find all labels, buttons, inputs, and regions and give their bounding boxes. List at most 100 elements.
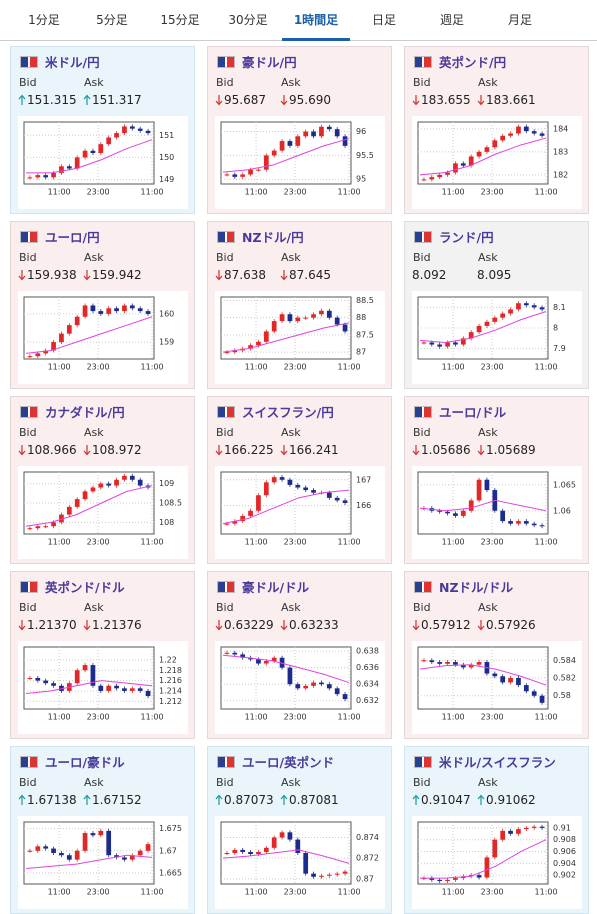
tab[interactable]: 1時間足: [282, 0, 350, 41]
ask-price: 1.67152: [92, 793, 142, 807]
currency-card[interactable]: 英ポンド/ドル Bid Ask 1.21370 1.21376 1.212 1.214 1.2…: [10, 571, 195, 739]
currency-card[interactable]: NZドル/円 Bid Ask 87.638 87.645 87 87.5 88 88.5 11:0…: [207, 221, 392, 389]
bid-price: 0.63229: [224, 618, 274, 632]
candle: [500, 676, 506, 683]
pair-name: 英ポンド/円: [439, 55, 507, 70]
x-tick-label: 23:00: [284, 538, 307, 547]
candle: [129, 126, 135, 129]
candle: [287, 314, 293, 322]
candle: [256, 659, 261, 664]
currency-card[interactable]: スイスフラン/円 Bid Ask 166.225 166.241 166 167 11:00 2…: [207, 396, 392, 564]
x-tick-label: 11:00: [245, 188, 268, 197]
tab-bar: 1分足 5分足 15分足 30分足 1時間足 日足 週足 月足: [0, 0, 597, 41]
candle: [82, 491, 88, 500]
candle: [326, 126, 332, 130]
bid-value: 87.638: [215, 268, 266, 282]
candle: [319, 682, 324, 685]
candle: [66, 166, 72, 169]
candle: [271, 150, 277, 156]
y-tick-label: 0.872: [356, 854, 379, 863]
candle: [90, 833, 96, 836]
candle: [224, 652, 230, 654]
candle: [500, 510, 506, 522]
candle: [59, 333, 64, 343]
ask-value: 87.645: [280, 268, 331, 282]
candle: [129, 305, 135, 309]
candle: [531, 131, 537, 134]
moving-average: [419, 137, 547, 176]
mini-chart: 182 183 184 11:00 23:00 11:00: [417, 121, 568, 197]
arrow-icon: [412, 794, 420, 805]
candle: [59, 166, 64, 173]
arrow-icon: [215, 445, 223, 456]
candle: [224, 174, 230, 176]
arrow-icon: [215, 270, 223, 281]
candle: [326, 684, 332, 689]
currency-card[interactable]: 米ドル/スイスフラン Bid Ask 0.91047 0.91062 0.902 0.904…: [404, 746, 589, 914]
currency-card[interactable]: NZドル/ドル Bid Ask 0.57912 0.57926 0.58 0.582 0.58…: [404, 571, 589, 739]
ask-label: Ask: [281, 76, 301, 89]
bid-value: 0.87073: [215, 793, 274, 807]
candle: [129, 688, 135, 691]
candle: [476, 662, 482, 665]
x-tick-label: 11:00: [442, 888, 465, 897]
ask-label: Ask: [281, 251, 301, 264]
x-tick-label: 11:00: [535, 713, 558, 722]
tab[interactable]: 日足: [371, 13, 396, 27]
arrow-icon: [280, 445, 288, 456]
tab[interactable]: 15分足: [160, 13, 200, 27]
currency-card[interactable]: ユーロ/豪ドル Bid Ask 1.67138 1.67152 1.665 1.67 1.67…: [10, 746, 195, 914]
candle: [51, 342, 56, 351]
candle: [484, 857, 490, 878]
arrow-shape: [83, 94, 91, 105]
ask-value: 95.690: [280, 93, 331, 107]
candle: [539, 307, 545, 310]
currency-card[interactable]: 豪ドル/円 Bid Ask 95.687 95.690 95 95.5 96 11:00 23:0…: [207, 46, 392, 214]
tab[interactable]: 5分足: [96, 13, 128, 27]
ask-label: Ask: [281, 601, 301, 614]
flag-icon: [414, 231, 432, 243]
candle: [445, 511, 450, 514]
ask-price: 151.317: [92, 93, 142, 107]
candle: [256, 495, 261, 511]
arrow-shape: [412, 794, 420, 805]
candle: [445, 342, 450, 347]
currency-card[interactable]: ユーロ/ドル Bid Ask 1.05686 1.05689 1.06 1.065 11:00…: [404, 396, 589, 564]
candle: [508, 830, 513, 834]
candle: [334, 873, 340, 875]
plot-frame: [220, 296, 352, 360]
currency-card[interactable]: ランド/円 Bid Ask 8.092 8.095 7.9 8 8.1 11:00 23:00 11…: [404, 221, 589, 389]
currency-card[interactable]: ユーロ/円 Bid Ask 159.938 159.942 159 160 11:00 23:0…: [10, 221, 195, 389]
candle: [508, 678, 513, 683]
candle: [484, 321, 490, 326]
bid-value: 0.57912: [412, 618, 471, 632]
candle: [137, 128, 143, 131]
ask-value: 108.972: [83, 443, 142, 457]
ask-label: Ask: [84, 776, 104, 789]
currency-card[interactable]: 豪ドル/ドル Bid Ask 0.63229 0.63233 0.632 0.634 0.63…: [207, 571, 392, 739]
tab[interactable]: 月足: [507, 13, 532, 27]
y-tick-label: 0.902: [553, 871, 576, 880]
arrow-icon: [280, 95, 288, 106]
tab[interactable]: 1分足: [28, 13, 60, 27]
y-tick-label: 88.5: [356, 296, 374, 305]
bid-value: 151.315: [18, 93, 77, 107]
currency-card[interactable]: 米ドル/円 Bid Ask 151.315 151.317 149 150 151 11:00 2…: [10, 46, 195, 214]
tab[interactable]: 週足: [439, 13, 464, 27]
candle: [429, 878, 435, 880]
candle: [271, 837, 277, 848]
currency-card[interactable]: 英ポンド/円 Bid Ask 183.655 183.661 182 183 184 11:00…: [404, 46, 589, 214]
mini-chart: 108 108.5 109 11:00 23:00 11:00: [23, 471, 182, 547]
candle: [531, 305, 537, 308]
mini-chart: 87 87.5 88 88.5 11:00 23:00 11:00: [220, 296, 374, 372]
currency-card[interactable]: カナダドル/円 Bid Ask 108.966 108.972 108 108.5 109 11…: [10, 396, 195, 564]
arrow-shape: [18, 270, 26, 281]
bid-value: 0.91047: [412, 793, 471, 807]
x-tick-label: 11:00: [442, 538, 465, 547]
tab[interactable]: 30分足: [228, 13, 268, 27]
candle: [303, 487, 309, 491]
ask-price: 8.095: [477, 268, 512, 282]
candle: [240, 174, 246, 177]
currency-card[interactable]: ユーロ/英ポンド Bid Ask 0.87073 0.87081 0.87 0.872 0.8…: [207, 746, 392, 914]
x-tick-label: 23:00: [481, 363, 504, 372]
